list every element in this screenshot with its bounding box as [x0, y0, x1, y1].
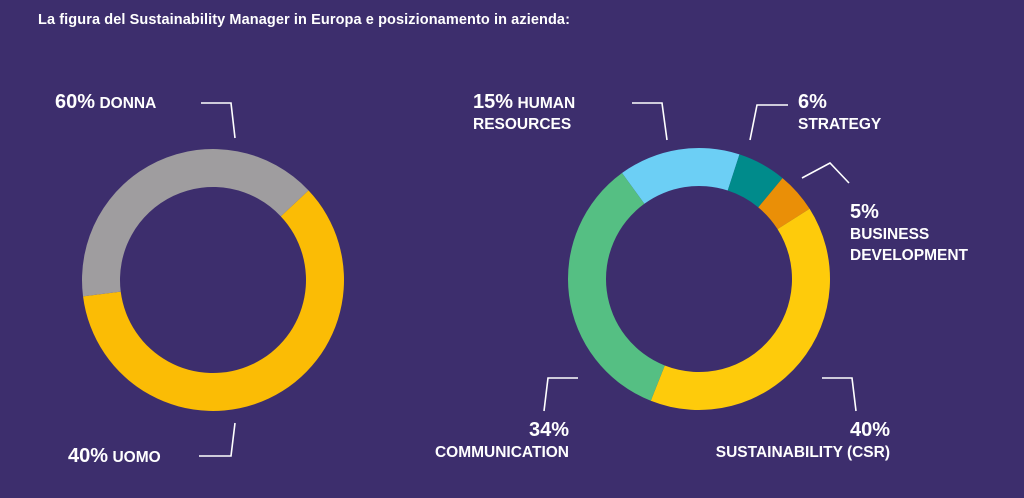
- leader-uomo: [199, 422, 236, 457]
- slice-sustainability: [650, 208, 830, 410]
- leader-sustain: [822, 377, 857, 412]
- slice-strategy: [727, 154, 783, 208]
- gender-donut: [81, 148, 345, 411]
- label-communication: 34% COMMUNICATION: [434, 419, 569, 462]
- department-donut: [568, 148, 830, 410]
- label-business-development: 5% BUSINESS DEVELOPMENT: [850, 201, 968, 265]
- leader-donna: [201, 102, 236, 139]
- label-uomo: 40% UOMO: [68, 445, 161, 467]
- label-sustainability: 40% SUSTAINABILITY (CSR): [715, 419, 890, 462]
- leader-communication: [543, 377, 578, 412]
- page-title: La figura del Sustainability Manager in …: [38, 12, 570, 28]
- slice-human-resources: [622, 148, 740, 204]
- leader-hr: [632, 102, 668, 141]
- leader-strategy: [749, 104, 788, 141]
- leader-lines: [199, 102, 857, 457]
- label-strategy: 6% STRATEGY: [798, 91, 882, 134]
- label-human-resources: 15% HUMAN RESOURCES: [473, 91, 576, 134]
- slice-uomo: [81, 148, 309, 297]
- leader-bizdev: [801, 162, 850, 184]
- slice-donna: [83, 190, 345, 411]
- slice-communication: [568, 173, 665, 401]
- label-donna: 60% DONNA: [55, 91, 157, 113]
- slice-business-development: [758, 178, 810, 230]
